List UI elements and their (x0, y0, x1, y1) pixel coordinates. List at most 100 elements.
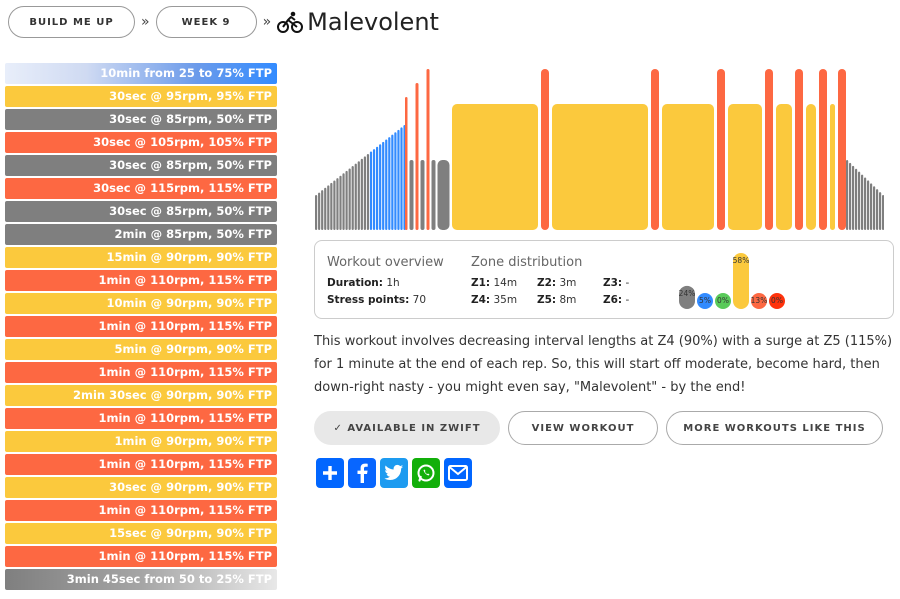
zone-2-stat: Z2: 3m (537, 277, 577, 289)
interval-bar (372, 149, 376, 230)
breadcrumb-plan-button[interactable]: BUILD ME UP (8, 6, 135, 38)
interval-bar (437, 160, 450, 230)
interval-bar (321, 190, 324, 230)
interval-bar (379, 144, 382, 230)
interval-bar (330, 182, 333, 230)
workout-step: 2min @ 85rpm, 50% FTP (5, 224, 277, 245)
interval-bar (651, 69, 659, 230)
interval-bar (382, 141, 385, 230)
share-buttons (316, 458, 472, 488)
interval-bar (426, 69, 430, 230)
twitter-share-icon[interactable] (380, 458, 408, 488)
interval-bar (342, 173, 345, 230)
zone-bar (697, 293, 713, 309)
interval-bar (400, 127, 403, 230)
cyclist-icon (277, 11, 304, 33)
interval-bar (318, 192, 321, 230)
interval-bar (852, 165, 855, 230)
whatsapp-share-icon[interactable] (412, 458, 440, 488)
interval-bar (717, 69, 725, 230)
interval-bar (870, 183, 873, 230)
workout-step: 1min @ 110rpm, 115% FTP (5, 546, 277, 567)
interval-bar (369, 151, 373, 230)
workout-step: 30sec @ 85rpm, 50% FTP (5, 109, 277, 130)
interval-bar (849, 162, 852, 230)
interval-bar (855, 168, 858, 230)
interval-bar (363, 156, 366, 230)
interval-bar (339, 175, 342, 230)
email-share-icon[interactable] (444, 458, 472, 488)
workout-description: This workout involves decreasing interva… (314, 334, 893, 395)
zone-bar (751, 293, 767, 309)
interval-bar (452, 104, 538, 230)
workout-step: 1min @ 110rpm, 115% FTP (5, 454, 277, 475)
interval-bar (405, 97, 408, 230)
workout-step: 1min @ 110rpm, 115% FTP (5, 270, 277, 291)
zone-1-stat: Z1: 14m (471, 277, 518, 289)
interval-bar (879, 192, 882, 230)
zone-bar-label: 0% (717, 296, 729, 305)
duration-label: Duration: (327, 277, 383, 289)
interval-bar (662, 104, 714, 230)
zone-bar (679, 285, 695, 309)
interval-bar (795, 69, 803, 230)
workout-step: 15sec @ 90rpm, 90% FTP (5, 523, 277, 544)
addtoany-share-icon[interactable] (316, 458, 344, 488)
interval-bar (357, 161, 360, 230)
view-workout-button[interactable]: VIEW WORKOUT (508, 411, 658, 445)
interval-bar (397, 129, 400, 230)
interval-bar (420, 160, 425, 230)
workout-step: 30sec @ 85rpm, 50% FTP (5, 201, 277, 222)
breadcrumb: BUILD ME UP » WEEK 9 » Malevolent (8, 4, 439, 40)
page-title: Malevolent (307, 8, 439, 36)
workout-step: 1min @ 90rpm, 90% FTP (5, 431, 277, 452)
zone-bar-label: 58% (733, 256, 750, 265)
interval-bar (858, 171, 861, 230)
interval-bar (415, 83, 419, 230)
interval-bar (324, 187, 327, 230)
stress-label: Stress points: (327, 294, 410, 306)
interval-bar (541, 69, 549, 230)
workout-step: 1min @ 110rpm, 115% FTP (5, 316, 277, 337)
duration-row: Duration: 1h (327, 277, 400, 289)
interval-bar (394, 132, 397, 230)
interval-bar (776, 104, 792, 230)
zone-bar (769, 293, 785, 309)
workout-step: 30sec @ 90rpm, 90% FTP (5, 477, 277, 498)
interval-bar (348, 168, 351, 230)
workout-step: 30sec @ 95rpm, 95% FTP (5, 86, 277, 107)
zone-distribution-chart: 24%5% 0%58%13% 0% (679, 253, 785, 309)
interval-bar (846, 160, 849, 230)
workout-step: 1min @ 110rpm, 115% FTP (5, 408, 277, 429)
workout-title-wrap: Malevolent (277, 8, 439, 36)
zone-bar (733, 253, 749, 309)
interval-bar (765, 69, 773, 230)
zone-heading: Zone distribution (471, 255, 583, 270)
available-in-zwift-button[interactable]: ✓ AVAILABLE IN ZWIFT (314, 411, 500, 445)
workout-step: 10min from 25 to 75% FTP (5, 63, 277, 84)
interval-bar (728, 104, 762, 230)
breadcrumb-week-button[interactable]: WEEK 9 (155, 6, 257, 38)
workout-profile-chart (315, 69, 884, 230)
interval-bar (336, 178, 339, 230)
interval-bar (315, 195, 318, 230)
zone-4-stat: Z4: 35m (471, 294, 518, 306)
breadcrumb-separator: » (262, 14, 272, 30)
more-workouts-button[interactable]: MORE WORKOUTS LIKE THIS (666, 411, 883, 445)
workout-step: 30sec @ 85rpm, 50% FTP (5, 155, 277, 176)
interval-bar (876, 189, 879, 230)
workout-step: 2min 30sec @ 90rpm, 90% FTP (5, 385, 277, 406)
interval-bar (351, 166, 354, 230)
interval-bar (552, 104, 648, 230)
workout-steps-list: 10min from 25 to 75% FTP 30sec @ 95rpm, 9… (5, 63, 277, 592)
zone-bar-label: 0% (771, 296, 783, 305)
overview-heading: Workout overview (327, 255, 444, 270)
interval-bar (366, 153, 370, 230)
facebook-share-icon[interactable] (348, 458, 376, 488)
interval-bar (388, 137, 391, 230)
interval-bar (838, 69, 846, 230)
interval-bar (830, 104, 835, 230)
interval-bar (882, 195, 884, 230)
interval-bar (391, 134, 394, 230)
workout-step: 1min @ 110rpm, 115% FTP (5, 500, 277, 521)
